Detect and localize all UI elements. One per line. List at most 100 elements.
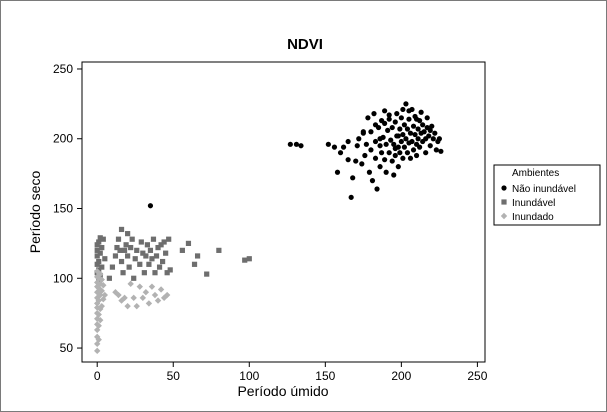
point-inundavel xyxy=(115,236,122,242)
point-inundado xyxy=(95,322,102,329)
point-nao-inundavel xyxy=(412,131,418,138)
point-nao-inundavel xyxy=(359,161,365,167)
point-nao-inundavel xyxy=(383,141,389,147)
point-inundado xyxy=(145,300,153,307)
point-inundavel xyxy=(150,236,157,242)
x-axis: 0 50 100 150 200 250 xyxy=(94,362,488,383)
point-nao-inundavel xyxy=(334,169,341,175)
legend-marker-diamond xyxy=(500,212,508,220)
point-nao-inundavel xyxy=(398,115,404,121)
point-inundavel xyxy=(158,242,164,248)
point-nao-inundavel xyxy=(406,108,412,114)
point-inundado xyxy=(157,286,165,293)
point-nao-inundavel xyxy=(353,158,359,164)
y-tick-label: 250 xyxy=(53,62,73,76)
legend: Ambientes Não inundável Inundável Inundado xyxy=(493,164,601,226)
point-inundado xyxy=(95,311,102,318)
point-inundado xyxy=(139,294,147,302)
point-nao-inundavel xyxy=(406,116,412,122)
point-inundavel xyxy=(118,258,125,265)
point-nao-inundavel xyxy=(377,143,383,149)
point-inundavel xyxy=(156,264,163,270)
point-inundado xyxy=(101,291,109,299)
point-inundavel xyxy=(125,231,131,237)
point-inundado xyxy=(148,283,156,290)
point-nao-inundavel xyxy=(369,178,376,184)
point-nao-inundavel xyxy=(432,130,438,136)
plot-area xyxy=(81,61,486,363)
point-inundado xyxy=(130,294,137,302)
point-inundavel xyxy=(161,239,167,245)
point-inundavel xyxy=(99,264,105,270)
point-nao-inundavel xyxy=(424,115,430,121)
point-nao-inundavel xyxy=(372,122,379,128)
point-nao-inundavel xyxy=(427,127,433,133)
data-points xyxy=(94,101,444,355)
point-nao-inundavel xyxy=(293,141,300,147)
point-inundado xyxy=(98,302,105,310)
point-nao-inundavel xyxy=(407,130,414,136)
point-inundado xyxy=(98,287,105,295)
point-nao-inundavel xyxy=(354,143,360,149)
point-nao-inundavel xyxy=(337,150,344,156)
point-nao-inundavel xyxy=(385,127,391,133)
point-nao-inundavel xyxy=(410,147,417,153)
point-inundavel xyxy=(114,244,120,251)
y-axis: 50 100 150 200 250 xyxy=(53,62,82,355)
x-tick-label: 200 xyxy=(391,369,411,383)
point-inundavel xyxy=(94,253,100,259)
x-tick-label: 250 xyxy=(467,369,487,383)
point-inundado xyxy=(97,316,104,324)
point-inundavel xyxy=(144,242,150,248)
point-nao-inundavel xyxy=(427,143,433,149)
point-nao-inundavel xyxy=(382,120,388,126)
y-tick-label: 200 xyxy=(53,132,73,146)
point-nao-inundavel xyxy=(366,169,373,175)
point-inundado xyxy=(100,282,107,289)
point-inundavel xyxy=(166,236,172,242)
x-tick-label: 100 xyxy=(239,369,259,383)
point-inundavel xyxy=(125,253,131,259)
point-inundavel xyxy=(123,242,129,248)
point-nao-inundavel xyxy=(365,115,371,121)
point-inundavel xyxy=(185,240,192,246)
point-nao-inundavel xyxy=(386,150,392,156)
point-inundavel xyxy=(109,264,116,270)
point-nao-inundavel xyxy=(368,129,374,135)
point-nao-inundavel xyxy=(404,150,411,156)
point-nao-inundavel xyxy=(363,141,369,147)
point-nao-inundavel xyxy=(410,123,417,129)
point-nao-inundavel xyxy=(418,109,424,115)
point-nao-inundavel xyxy=(430,136,436,142)
point-inundavel xyxy=(121,247,128,253)
point-nao-inundavel xyxy=(340,144,347,150)
point-nao-inundavel xyxy=(389,124,395,131)
point-nao-inundavel xyxy=(429,123,435,129)
point-inundavel xyxy=(153,253,160,259)
point-nao-inundavel xyxy=(331,144,338,150)
point-nao-inundavel xyxy=(391,141,397,147)
point-nao-inundavel xyxy=(298,143,304,149)
point-inundado xyxy=(97,305,104,313)
point-inundavel xyxy=(132,256,138,262)
point-inundavel xyxy=(204,271,210,277)
point-inundavel xyxy=(128,244,134,251)
point-inundavel xyxy=(99,244,105,251)
point-nao-inundavel xyxy=(383,169,389,175)
point-nao-inundavel xyxy=(400,131,406,138)
point-inundado xyxy=(121,294,128,302)
point-nao-inundavel xyxy=(391,172,397,178)
point-inundado xyxy=(95,336,102,343)
point-nao-inundavel xyxy=(377,136,383,142)
point-inundavel xyxy=(137,261,143,267)
point-nao-inundavel xyxy=(433,147,439,153)
point-inundado xyxy=(115,291,122,299)
point-inundado xyxy=(151,291,159,299)
point-inundavel xyxy=(117,247,123,253)
point-inundado xyxy=(124,302,131,310)
legend-marker-square xyxy=(501,199,507,205)
point-inundado xyxy=(142,289,150,296)
point-inundado xyxy=(136,283,143,290)
point-inundavel xyxy=(147,247,154,253)
point-inundavel xyxy=(164,270,170,276)
